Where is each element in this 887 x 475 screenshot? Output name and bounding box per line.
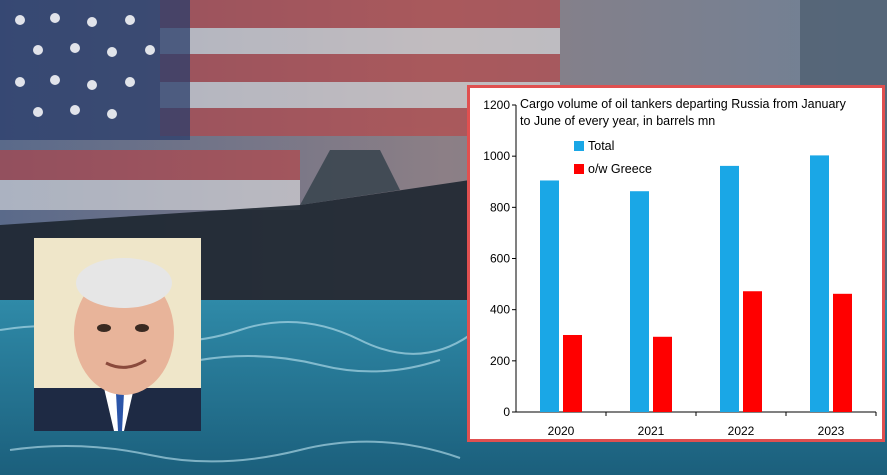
bar-greece-2020 bbox=[563, 334, 582, 412]
legend-item-total: Total bbox=[574, 134, 652, 157]
bar-total-2021 bbox=[630, 191, 649, 412]
y-tick-label: 1200 bbox=[483, 98, 510, 112]
chart-title: Cargo volume of oil tankers departing Ru… bbox=[520, 97, 846, 128]
bar-greece-2021 bbox=[653, 336, 672, 412]
legend-label-total: Total bbox=[588, 138, 615, 153]
x-tick-label: 2020 bbox=[548, 424, 575, 438]
chart-panel: Cargo volume of oil tankers departing Ru… bbox=[467, 85, 885, 442]
bar-total-2022 bbox=[720, 165, 739, 412]
x-tick-label: 2022 bbox=[728, 424, 755, 438]
y-tick-label: 600 bbox=[490, 252, 510, 266]
bar-greece-2022 bbox=[743, 291, 762, 412]
y-tick-label: 800 bbox=[490, 200, 510, 214]
legend-swatch-total bbox=[574, 140, 584, 151]
x-tick-label: 2021 bbox=[638, 424, 665, 438]
y-tick-label: 1000 bbox=[483, 149, 510, 163]
x-tick-label: 2023 bbox=[818, 424, 845, 438]
bar-chart: 0 200 400 600 800 1000 1200 2020 2021 2022 2023 bbox=[483, 98, 877, 438]
bar-total-2020 bbox=[540, 180, 559, 412]
legend-swatch-greece bbox=[574, 163, 584, 174]
bar-total-2023 bbox=[810, 155, 829, 412]
legend: Total o/w Greece bbox=[574, 134, 652, 180]
legend-item-greece: o/w Greece bbox=[574, 157, 652, 180]
portrait-photo bbox=[34, 238, 201, 431]
legend-label-greece: o/w Greece bbox=[588, 161, 652, 176]
y-tick-label: 200 bbox=[490, 354, 510, 368]
y-tick-label: 0 bbox=[503, 405, 510, 419]
y-tick-label: 400 bbox=[490, 303, 510, 317]
bar-greece-2023 bbox=[833, 293, 852, 412]
